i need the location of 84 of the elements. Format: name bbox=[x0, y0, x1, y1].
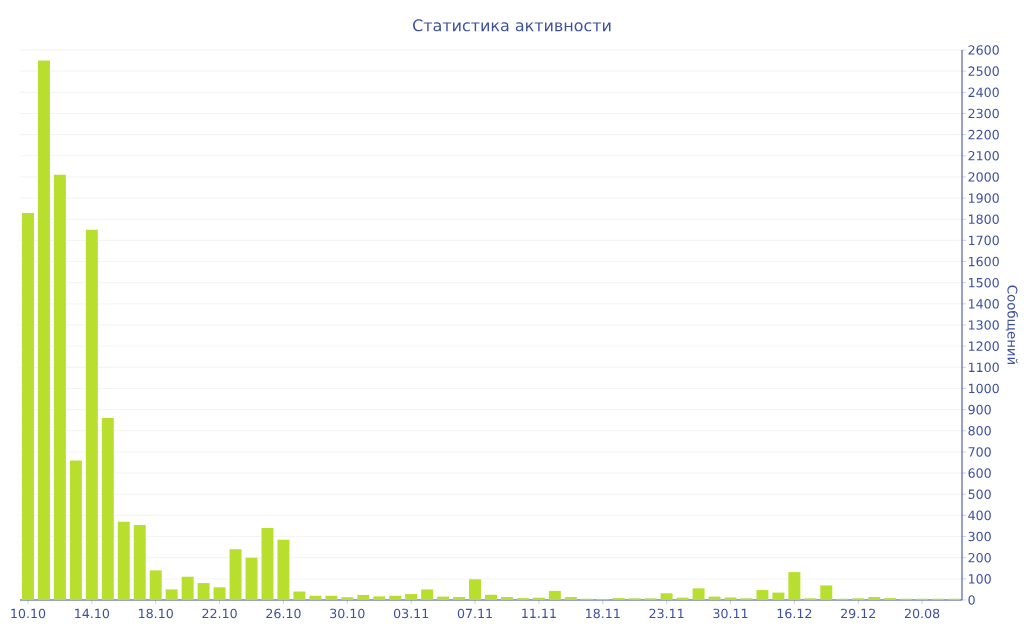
bar bbox=[868, 597, 881, 600]
y2-tick-label: 1100 bbox=[968, 362, 999, 373]
x-tick-label: 10.10 bbox=[11, 608, 46, 619]
y2-tick-label: 1500 bbox=[968, 277, 999, 288]
bar bbox=[293, 591, 306, 600]
bar bbox=[373, 596, 386, 600]
bar bbox=[21, 212, 34, 600]
bar bbox=[181, 576, 194, 600]
y2-tick-label: 600 bbox=[968, 468, 991, 478]
bar bbox=[245, 557, 258, 600]
y2-tick-label: 700 bbox=[968, 447, 991, 457]
bar bbox=[564, 597, 577, 600]
y2-tick-label: 1800 bbox=[968, 214, 999, 225]
bar bbox=[261, 528, 274, 600]
bar bbox=[389, 595, 402, 600]
y2-tick-label: 1000 bbox=[968, 383, 999, 394]
y2-tick-label: 2100 bbox=[968, 150, 999, 161]
x-tick-label: 14.10 bbox=[75, 608, 110, 619]
y2-tick-label: 2000 bbox=[968, 172, 999, 182]
bar bbox=[277, 539, 290, 600]
bar bbox=[469, 579, 482, 600]
x-tick-label: 30.11 bbox=[713, 608, 748, 619]
y2-tick-label: 800 bbox=[968, 425, 991, 436]
y2-tick-label: 900 bbox=[968, 404, 991, 415]
bar bbox=[788, 572, 801, 600]
y2-tick-label: 1400 bbox=[968, 299, 999, 309]
chart-title: Статистика активности bbox=[413, 19, 611, 32]
bar bbox=[453, 597, 466, 600]
x-tick-label: 11.11 bbox=[522, 608, 556, 618]
bar bbox=[197, 583, 210, 600]
x-tick-label: 18.11 bbox=[586, 608, 620, 619]
bar bbox=[53, 174, 66, 600]
y2-tick-label: 1700 bbox=[968, 235, 999, 246]
y2-tick-label: 1900 bbox=[968, 193, 999, 203]
bar bbox=[69, 460, 82, 600]
bar bbox=[660, 593, 673, 600]
x-tick-label: 18.10 bbox=[139, 608, 173, 619]
bar bbox=[85, 229, 98, 600]
bar bbox=[309, 595, 322, 600]
y2-tick-label: 1600 bbox=[968, 256, 999, 267]
y2-tick-label: 300 bbox=[968, 531, 991, 542]
bar bbox=[37, 60, 50, 600]
bar bbox=[820, 585, 833, 600]
bar bbox=[357, 594, 370, 600]
y2-tick-label: 2300 bbox=[968, 108, 999, 119]
y2-tick-label: 200 bbox=[968, 552, 991, 563]
x-tick-label: 22.10 bbox=[202, 608, 237, 619]
bar bbox=[756, 590, 769, 600]
bar bbox=[421, 589, 434, 600]
y2-tick-label: 2200 bbox=[968, 129, 999, 140]
y2-tick-label: 2600 bbox=[968, 45, 999, 55]
x-tick-label: 30.10 bbox=[330, 608, 365, 619]
x-tick-label: 07.11 bbox=[457, 608, 492, 619]
y2-tick-label: 0 bbox=[968, 595, 975, 605]
bar bbox=[101, 418, 114, 600]
y2-tick-label: 1300 bbox=[968, 320, 999, 330]
bar bbox=[724, 597, 737, 600]
x-tick-label: 16.12 bbox=[777, 608, 812, 619]
y2-tick-label: 400 bbox=[968, 510, 991, 521]
bar bbox=[772, 592, 785, 600]
x-tick-label: 20.08 bbox=[904, 608, 940, 619]
bar bbox=[165, 589, 178, 600]
x-tick-label: 23.11 bbox=[649, 608, 684, 619]
bar bbox=[229, 549, 242, 600]
bar bbox=[117, 521, 130, 600]
y2-tick-label: 100 bbox=[968, 574, 991, 584]
bar bbox=[213, 587, 226, 600]
x-tick-label: 03.11 bbox=[393, 608, 429, 619]
bar bbox=[692, 588, 705, 600]
bar bbox=[405, 594, 418, 600]
bar bbox=[325, 595, 338, 600]
bar bbox=[133, 524, 146, 600]
y2-tick-label: 2400 bbox=[968, 87, 999, 98]
x-tick-label: 29.12 bbox=[841, 608, 876, 619]
bar bbox=[500, 597, 513, 600]
y2-tick-label: 2500 bbox=[968, 66, 999, 76]
bar bbox=[149, 570, 162, 600]
bar bbox=[341, 597, 354, 600]
y2-tick-label: 500 bbox=[968, 489, 991, 500]
bar bbox=[548, 590, 561, 600]
bar bbox=[485, 594, 497, 600]
y2-axis-title: Сообщений bbox=[1005, 285, 1018, 364]
y2-tick-label: 1200 bbox=[968, 341, 999, 351]
x-tick-label: 26.10 bbox=[266, 608, 301, 619]
